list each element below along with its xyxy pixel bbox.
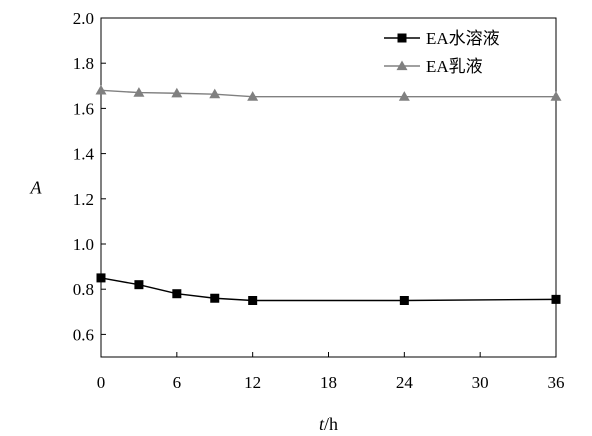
series-layer — [95, 84, 562, 305]
data-point — [399, 296, 409, 305]
legend: EA水溶液 EA乳液 — [384, 29, 500, 76]
plot-frame — [100, 17, 557, 358]
x-tick-label: 12 — [244, 373, 261, 392]
data-point — [550, 91, 562, 101]
x-tick-label: 24 — [396, 373, 414, 392]
legend-swatch-marker — [397, 33, 407, 43]
x-axis: 0 6 12 18 24 30 36 — [97, 352, 565, 392]
x-tick-label: 36 — [548, 373, 565, 392]
plot-area — [100, 17, 557, 358]
x-tick-label: 18 — [320, 373, 337, 392]
data-point — [551, 294, 561, 304]
data-point — [247, 91, 259, 101]
series-line — [100, 277, 557, 302]
y-axis: 0.6 0.8 1.0 1.2 1.4 1.6 1.8 2.0 — [73, 9, 106, 344]
y-axis-title: A — [30, 178, 43, 198]
series-line — [100, 89, 556, 98]
data-point — [248, 296, 258, 305]
y-tick-label: 1.6 — [73, 99, 94, 118]
y-tick-label: 0.8 — [73, 280, 94, 299]
data-point — [398, 91, 410, 101]
legend-label: EA水溶液 — [426, 29, 500, 48]
data-point — [134, 280, 144, 290]
y-tick-label: 2.0 — [73, 9, 94, 28]
x-tick-label: 6 — [173, 373, 182, 392]
legend-item: EA水溶液 — [384, 29, 500, 48]
data-point — [95, 84, 107, 95]
x-tick-label: 30 — [472, 373, 489, 392]
y-tick-label: 1.4 — [73, 145, 95, 164]
data-point — [133, 87, 145, 97]
legend-swatch-marker — [396, 60, 408, 71]
series-1 — [96, 273, 561, 305]
y-tick-label: 1.2 — [73, 190, 94, 209]
data-point — [209, 88, 221, 99]
legend-label: EA乳液 — [426, 57, 483, 76]
x-axis-title: t/h — [319, 414, 338, 434]
legend-item: EA乳液 — [384, 57, 483, 76]
data-point — [171, 87, 183, 98]
y-tick-label: 0.6 — [73, 325, 94, 344]
y-tick-label: 1.8 — [73, 54, 94, 73]
data-point — [210, 293, 220, 303]
y-tick-label: 1.0 — [73, 235, 94, 254]
x-tick-label: 0 — [97, 373, 106, 392]
data-point — [172, 289, 182, 299]
data-point — [96, 273, 106, 283]
series-2 — [95, 84, 562, 101]
